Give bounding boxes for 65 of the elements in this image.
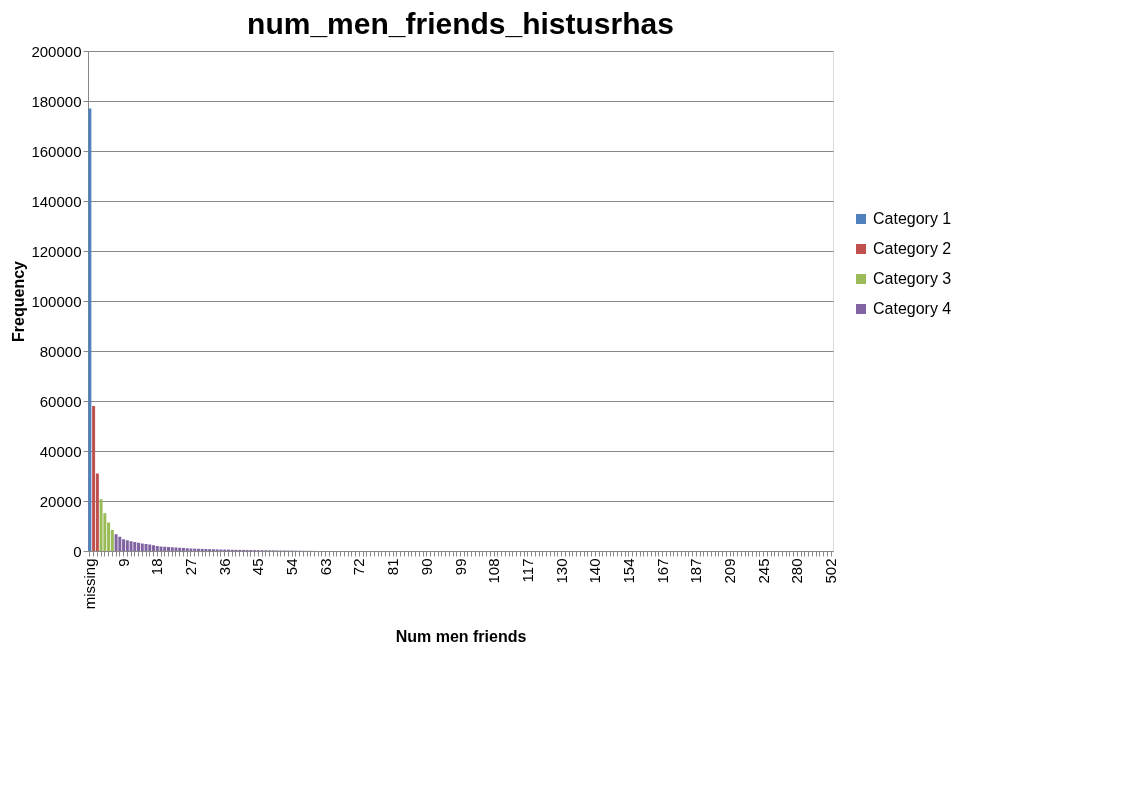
y-tick-label: 120000 <box>31 242 82 260</box>
y-tick-label: 40000 <box>39 442 82 460</box>
bar <box>137 542 141 551</box>
x-tick-label: 209 <box>721 558 739 584</box>
x-tick-label: 81 <box>384 558 402 576</box>
y-tick-label: 60000 <box>39 392 82 410</box>
bar <box>163 546 167 551</box>
bar <box>140 543 144 551</box>
legend-label: Category 2 <box>873 240 952 257</box>
y-tick-label: 140000 <box>31 192 82 210</box>
bar <box>122 539 126 551</box>
bar <box>178 547 182 551</box>
x-tick-label: 54 <box>283 558 301 576</box>
bar <box>152 545 156 551</box>
bar <box>155 546 159 551</box>
bar <box>125 540 129 551</box>
y-tick-label: 200000 <box>31 42 82 60</box>
x-tick-label: 90 <box>417 558 435 576</box>
y-tick-label: 160000 <box>31 142 82 160</box>
y-tick-label: 100000 <box>31 292 82 310</box>
bar <box>92 406 96 551</box>
bar <box>159 546 163 551</box>
legend-label: Category 1 <box>873 210 952 227</box>
x-tick-label: 9 <box>114 558 132 567</box>
y-tick-label: 0 <box>73 542 82 560</box>
bar <box>114 534 118 551</box>
y-tick-label: 180000 <box>31 92 82 110</box>
legend-label: Category 3 <box>873 270 952 287</box>
x-tick-label: 245 <box>754 558 772 584</box>
x-tick-label: 187 <box>687 558 705 584</box>
y-tick-label: 80000 <box>39 342 82 360</box>
bar <box>200 548 204 551</box>
bar <box>88 108 92 551</box>
x-tick-label: 167 <box>653 558 671 584</box>
bar <box>118 536 122 551</box>
bar <box>148 544 152 551</box>
bar <box>174 547 178 551</box>
x-tick-label: 45 <box>249 558 267 576</box>
y-axis-title: Frequency <box>10 260 28 342</box>
x-tick-label: 27 <box>181 558 199 576</box>
x-tick-label: missing <box>80 558 98 610</box>
bar <box>166 547 170 551</box>
y-tick-label: 20000 <box>39 492 82 510</box>
x-tick-label: 117 <box>518 558 536 583</box>
x-tick-label: 502 <box>822 558 840 584</box>
x-axis-title: Num men friends <box>395 628 527 646</box>
x-tick-label: 18 <box>148 558 166 576</box>
x-tick-label: 140 <box>586 558 604 584</box>
chart-title: num_men_friends_histusrhas <box>247 7 674 40</box>
x-tick-label: 130 <box>552 558 570 584</box>
x-tick-label: 36 <box>215 558 233 576</box>
bar <box>170 547 174 551</box>
x-tick-label: 154 <box>619 558 637 584</box>
x-tick-label: 99 <box>451 558 469 576</box>
x-tick-label: 63 <box>316 558 334 576</box>
bar <box>185 548 189 551</box>
bar <box>129 541 133 551</box>
bar <box>133 542 137 551</box>
bar <box>181 548 185 551</box>
bar <box>144 544 148 551</box>
x-tick-label: 280 <box>788 558 806 584</box>
x-tick-label: 108 <box>485 558 503 584</box>
legend-label: Category 4 <box>873 300 952 317</box>
bar <box>99 499 103 551</box>
x-tick-label: 72 <box>350 558 368 576</box>
